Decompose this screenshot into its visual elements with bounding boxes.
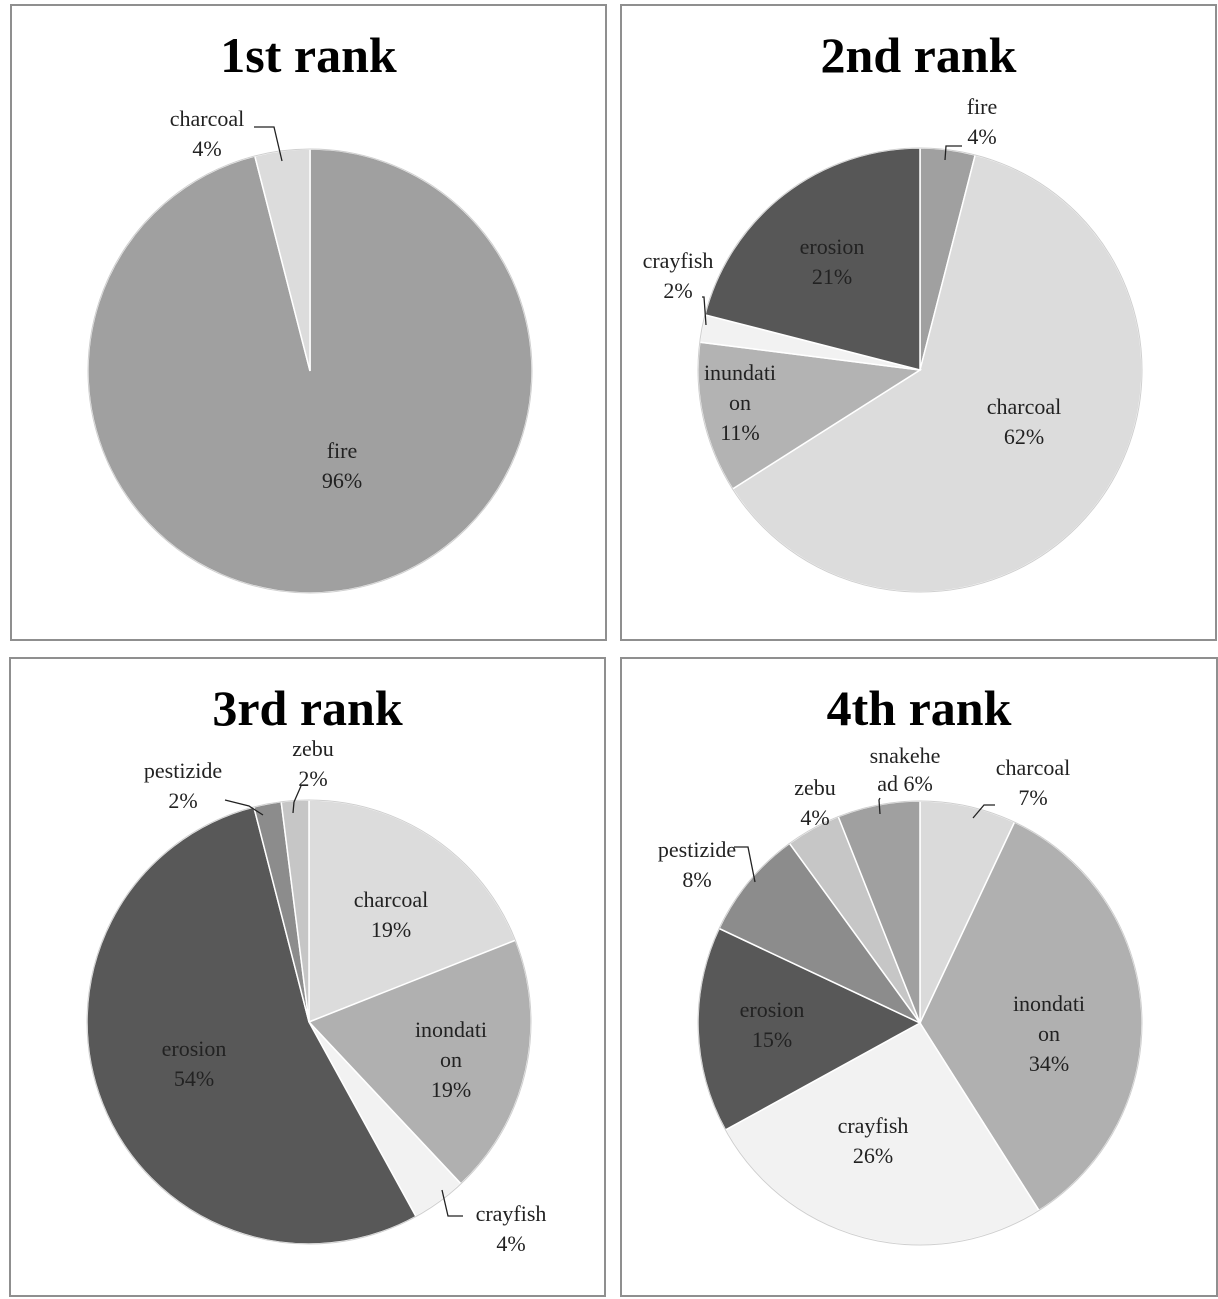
leader-line	[441, 1189, 463, 1217]
pie-slices	[87, 148, 533, 594]
leader-line	[972, 804, 995, 819]
leader-line	[224, 799, 264, 816]
pie-chart-1st-rank: fire 96% charcoal 4%	[87, 106, 533, 594]
chart-title: 1st rank	[220, 27, 397, 83]
pie-panel-4th-rank: 4th rank charcoal 7% inondati on 34% crayfish…	[620, 657, 1218, 1297]
pie-outline	[697, 147, 1143, 593]
pie-panel-1st-rank: 1st rank fire 96% charcoal 4%	[10, 4, 607, 641]
slice-label: erosion 54%	[162, 1036, 227, 1091]
chart-title: 3rd rank	[212, 680, 403, 736]
slice-label: erosion 15%	[740, 997, 805, 1052]
slice-label: charcoal 62%	[987, 394, 1062, 449]
leader-line	[702, 296, 707, 326]
slice-label: inondati on 34%	[1013, 991, 1085, 1076]
leader-line	[734, 846, 756, 883]
slice-label: fire 96%	[322, 438, 362, 493]
slice-label: crayfish 2%	[643, 248, 714, 303]
pie-slices	[86, 799, 532, 1245]
slice-label: zebu 4%	[794, 775, 836, 830]
slice-label: charcoal 4%	[170, 106, 245, 161]
pie-slices	[697, 147, 1143, 593]
pie-slices	[697, 800, 1143, 1246]
slice-label: charcoal 19%	[354, 887, 429, 942]
leader-line	[878, 797, 881, 815]
slice-label: crayfish 4%	[476, 1201, 547, 1256]
slice-label: pestizide 2%	[144, 758, 222, 813]
pie-chart-2nd-rank: fire 4% charcoal 62% inundati on 11% crayfish 2%…	[643, 94, 1143, 593]
slice-label: inondati on 19%	[415, 1017, 487, 1102]
pie-outline	[86, 799, 532, 1245]
slice-label: inundati on 11%	[704, 360, 776, 445]
pie-chart-3rd-rank: charcoal 19% inondati on 19% crayfish 4% erosio…	[86, 736, 547, 1256]
pie-outline	[697, 800, 1143, 1246]
pie-panel-3rd-rank: 3rd rank charcoal 19% inondati on 19% crayfis…	[9, 657, 606, 1297]
chart-title: 2nd rank	[820, 27, 1017, 83]
slice-label: crayfish 26%	[838, 1113, 909, 1168]
slice-label: erosion 21%	[800, 234, 865, 289]
pie-panel-2nd-rank: 2nd rank fire 4% charcoal 62% inundati on 11% c…	[620, 4, 1217, 641]
slice-label: zebu 2%	[292, 736, 334, 791]
slice-label: charcoal 7%	[996, 755, 1071, 810]
slice-label: pestizide 8%	[658, 837, 736, 892]
chart-title: 4th rank	[826, 680, 1012, 736]
slice-label: fire 4%	[967, 94, 998, 149]
leader-line	[944, 145, 962, 161]
pie-outline	[87, 148, 533, 594]
slice-label: snakehe ad 6%	[870, 743, 941, 796]
leader-line	[254, 126, 283, 162]
pie-chart-4th-rank: charcoal 7% inondati on 34% crayfish 26% erosio…	[658, 743, 1143, 1246]
leader-line	[292, 785, 302, 814]
